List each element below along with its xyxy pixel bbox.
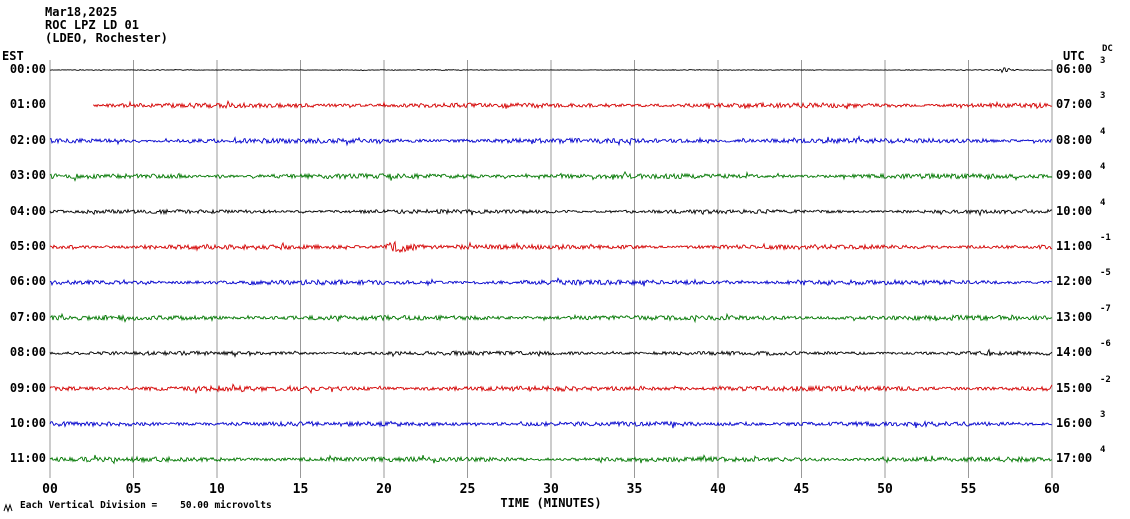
seismic-trace-01:00 bbox=[93, 99, 1053, 110]
title-location: (LDEO, Rochester) bbox=[45, 31, 168, 45]
x-tick-label: 25 bbox=[459, 482, 476, 497]
seismic-trace-06:00 bbox=[49, 277, 1053, 287]
dc-offset-value: -2 bbox=[1100, 374, 1111, 385]
seismic-trace-09:00 bbox=[49, 383, 1053, 395]
x-tick-label: 60 bbox=[1044, 482, 1060, 497]
utc-hour-label: 15:00 bbox=[1056, 380, 1093, 395]
x-tick-label: 00 bbox=[42, 482, 58, 497]
dc-offset-value: 3 bbox=[1100, 91, 1106, 102]
seismic-trace-02:00 bbox=[49, 135, 1053, 147]
x-tick-label: 50 bbox=[877, 482, 893, 497]
x-axis-label: TIME (MINUTES) bbox=[500, 496, 602, 510]
utc-hour-label: 16:00 bbox=[1056, 416, 1093, 430]
vertical-division-note: Each Vertical Division = 50.00 microvolt… bbox=[20, 500, 272, 511]
utc-hour-label: 09:00 bbox=[1056, 168, 1093, 183]
seismic-trace-04:00 bbox=[49, 208, 1053, 217]
x-tick-label: 05 bbox=[125, 482, 142, 497]
dc-offset-value: 4 bbox=[1100, 197, 1106, 208]
x-tick-label: 10 bbox=[209, 482, 225, 497]
utc-hour-label: 06:00 bbox=[1056, 62, 1093, 76]
x-tick-label: 45 bbox=[793, 482, 810, 497]
seismic-trace-10:00 bbox=[49, 420, 1053, 429]
dc-offset-value: 4 bbox=[1100, 445, 1106, 456]
est-hour-label: 03:00 bbox=[9, 168, 46, 183]
est-hour-label: 02:00 bbox=[9, 132, 46, 147]
est-axis-header: EST bbox=[2, 49, 24, 63]
utc-hour-label: 14:00 bbox=[1056, 345, 1093, 360]
utc-hour-label: 12:00 bbox=[1056, 274, 1093, 289]
est-hour-label: 07:00 bbox=[9, 309, 46, 324]
dc-offset-value: -1 bbox=[1100, 233, 1111, 243]
plot-title-block: Mar18,2025 ROC LPZ LD 01 (LDEO, Rocheste… bbox=[45, 6, 168, 45]
seismic-trace-03:00 bbox=[49, 170, 1053, 182]
dc-offset-value: 3 bbox=[1100, 410, 1106, 420]
utc-hour-label: 08:00 bbox=[1056, 132, 1093, 147]
est-hour-label: 06:00 bbox=[9, 274, 46, 289]
utc-hour-label: 07:00 bbox=[1056, 97, 1093, 112]
est-hour-label: 01:00 bbox=[9, 97, 46, 112]
title-station: ROC LPZ LD 01 bbox=[45, 18, 139, 32]
seismic-trace-11:00 bbox=[49, 454, 1053, 465]
seismic-trace-00:00 bbox=[49, 67, 1053, 74]
x-tick-label: 35 bbox=[626, 482, 643, 497]
seismic-trace-08:00 bbox=[49, 348, 1053, 358]
waveform-scale-icon bbox=[3, 503, 13, 513]
dc-offset-value: -7 bbox=[1100, 303, 1111, 314]
est-hour-label: 00:00 bbox=[9, 62, 46, 76]
dc-offset-value: 4 bbox=[1100, 126, 1106, 137]
x-tick-label: 30 bbox=[543, 482, 559, 497]
est-hour-label: 11:00 bbox=[9, 451, 46, 466]
x-tick-label: 15 bbox=[292, 482, 309, 497]
utc-axis-header: UTC bbox=[1063, 49, 1085, 63]
x-tick-label: 20 bbox=[376, 482, 392, 497]
dc-axis-header: DC bbox=[1102, 44, 1113, 54]
utc-hour-label: 13:00 bbox=[1056, 309, 1093, 324]
est-hour-label: 08:00 bbox=[9, 345, 46, 360]
x-tick-label: 40 bbox=[710, 482, 726, 497]
dc-offset-value: -6 bbox=[1100, 339, 1111, 350]
est-hour-label: 04:00 bbox=[9, 203, 46, 218]
dc-offset-value: 4 bbox=[1100, 162, 1106, 173]
dc-offset-value: 3 bbox=[1100, 56, 1106, 66]
dc-offset-value: -5 bbox=[1100, 268, 1111, 279]
est-hour-label: 10:00 bbox=[9, 416, 46, 430]
utc-hour-label: 10:00 bbox=[1056, 203, 1093, 218]
x-tick-label: 55 bbox=[960, 482, 977, 497]
est-hour-label: 05:00 bbox=[9, 239, 46, 253]
seismic-trace-07:00 bbox=[49, 312, 1053, 324]
title-date: Mar18,2025 bbox=[45, 5, 118, 19]
utc-hour-label: 17:00 bbox=[1056, 451, 1093, 466]
est-hour-label: 09:00 bbox=[9, 380, 46, 395]
seismic-trace-05:00 bbox=[49, 240, 1053, 254]
utc-hour-label: 11:00 bbox=[1056, 239, 1093, 253]
